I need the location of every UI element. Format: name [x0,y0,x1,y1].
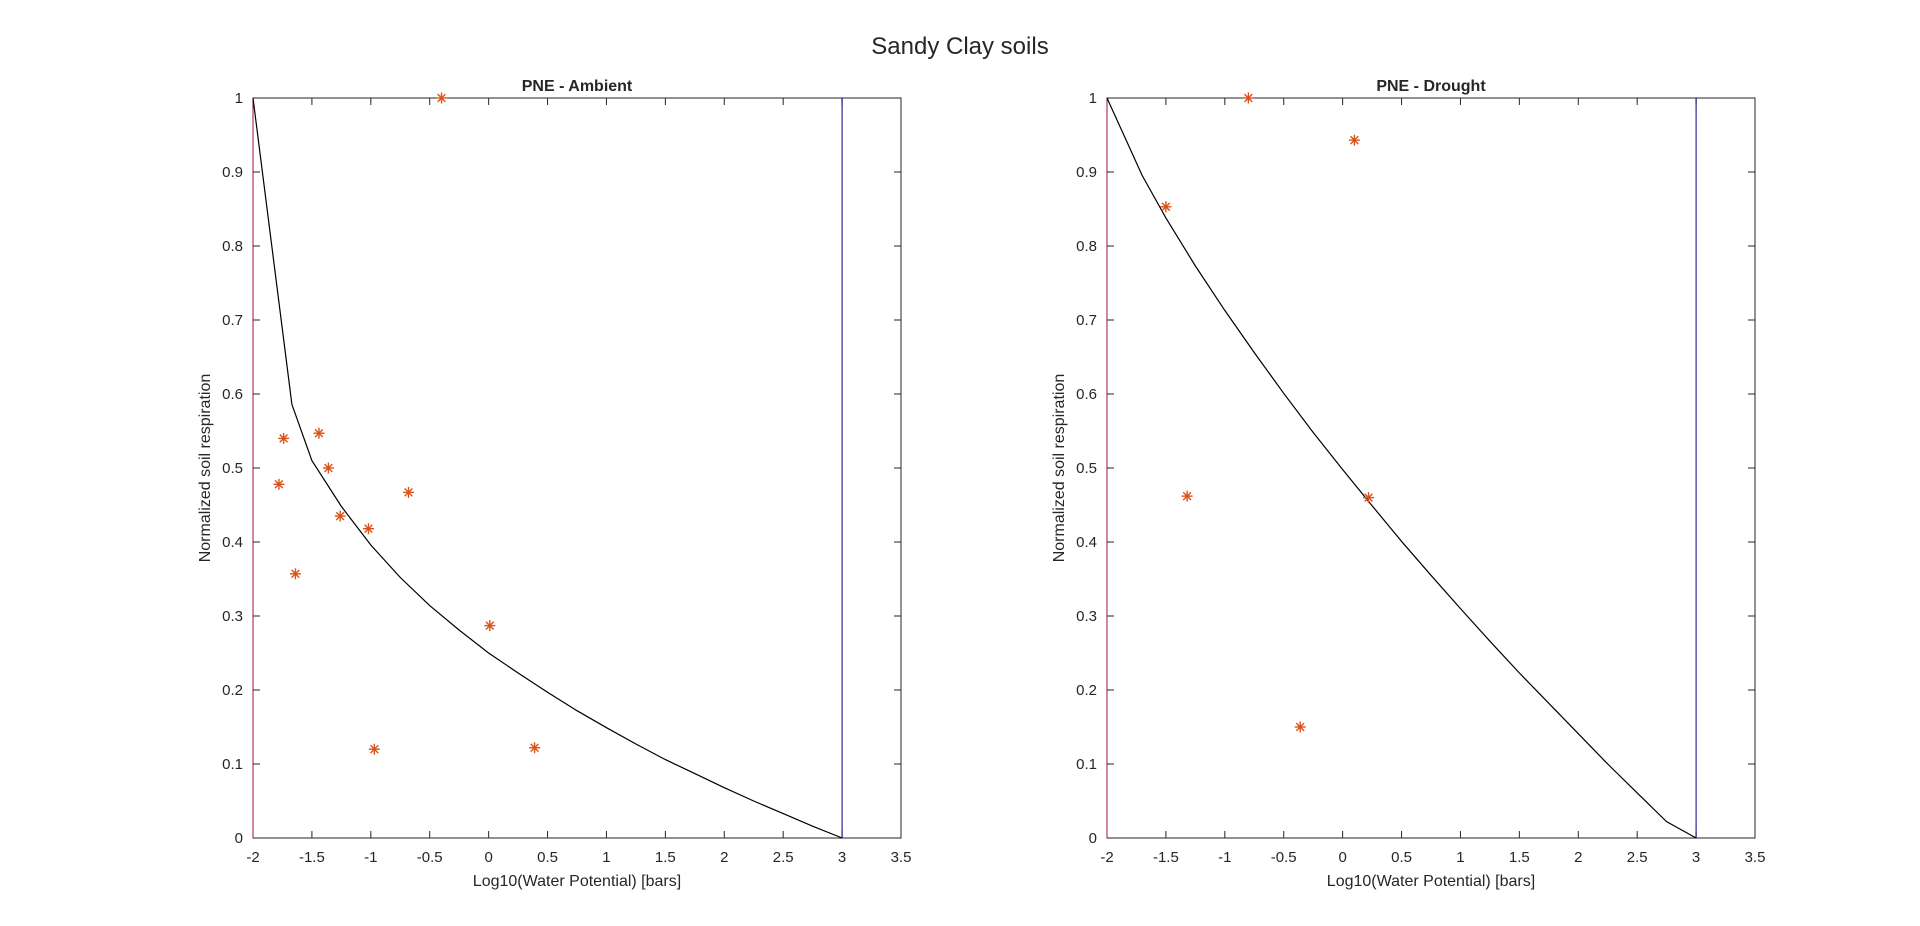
plot-area [1106,97,1756,839]
x-tick-label: -1 [1218,849,1231,866]
model-curve [252,97,843,839]
data-point [289,568,301,580]
data-point [1160,201,1172,213]
y-tick-label: 0.8 [1076,238,1097,255]
x-tick-label: -1.5 [299,849,325,866]
y-tick-label: 0.7 [222,312,243,329]
x-tick-label: 2.5 [773,849,794,866]
x-tick-label: -2 [246,849,259,866]
y-tick-label: 0.9 [1076,164,1097,181]
data-point [322,462,334,474]
data-point [1242,92,1254,104]
data-point [436,92,448,104]
x-tick-label: -2 [1100,849,1113,866]
y-tick-label: 0 [235,830,243,847]
data-point [529,742,541,754]
plot-pne-ambient: -2 -1.5 -1 -0.5 0 0.5 1 1.5 2 2.5 3 3.5 0 0.1 0.2 0.3 0.… [197,78,911,890]
x-tick-label: 1.5 [1509,849,1530,866]
x-tick-label: 0.5 [1391,849,1412,866]
x-axis-label: Log10(Water Potential) [bars] [473,873,681,890]
x-tick-label: 1 [1456,849,1464,866]
y-tick-label: 0.9 [222,164,243,181]
data-point [1363,492,1375,504]
x-tick-label: -0.5 [1271,849,1297,866]
data-point [368,743,380,755]
data-point [313,427,325,439]
y-tick-label: 0 [1089,830,1097,847]
model-curve [1106,97,1697,839]
y-tick-label: 1 [235,90,243,107]
x-tick-label: 2.5 [1627,849,1648,866]
y-tick-label: 0.3 [1076,608,1097,625]
axes-title: PNE - Ambient [522,78,633,95]
y-tick-label: 0.1 [1076,756,1097,773]
y-tick-label: 0.5 [1076,460,1097,477]
y-tick-label: 0.4 [1076,534,1097,551]
data-point [362,523,374,535]
x-tick-label: 2 [1574,849,1582,866]
y-tick-label: 0.8 [222,238,243,255]
x-axis-label: Log10(Water Potential) [bars] [1327,873,1535,890]
y-axis-label: Normalized soil respiration [1051,374,1068,563]
x-tick-label: -0.5 [417,849,443,866]
x-tick-label: 3.5 [891,849,912,866]
data-point [1181,490,1193,502]
figure-title: Sandy Clay soils [871,33,1048,60]
x-tick-label: 1 [602,849,610,866]
x-tick-label: 0 [1338,849,1346,866]
data-point [403,486,415,498]
data-point [278,432,290,444]
plot-pne-drought: -2 -1.5 -1 -0.5 0 0.5 1 1.5 2 2.5 3 3.5 0 0.1 0.2 0.3 0.… [1051,78,1765,890]
y-tick-label: 0.7 [1076,312,1097,329]
x-tick-label: -1 [364,849,377,866]
y-tick-label: 0.3 [222,608,243,625]
y-tick-label: 0.2 [1076,682,1097,699]
x-tick-label: -1.5 [1153,849,1179,866]
y-tick-label: 0.6 [222,386,243,403]
x-tick-label: 2 [720,849,728,866]
x-tick-label: 1.5 [655,849,676,866]
y-tick-label: 1 [1089,90,1097,107]
x-tick-label: 0.5 [537,849,558,866]
data-point [484,620,496,632]
axes-title: PNE - Drought [1376,78,1486,95]
x-tick-label: 3 [1692,849,1700,866]
y-tick-label: 0.5 [222,460,243,477]
y-tick-label: 0.1 [222,756,243,773]
x-tick-label: 3 [838,849,846,866]
y-axis-label: Normalized soil respiration [197,374,214,563]
data-point [273,478,285,490]
data-point [1294,721,1306,733]
y-tick-label: 0.4 [222,534,243,551]
data-point [334,510,346,522]
y-tick-label: 0.2 [222,682,243,699]
y-tick-label: 0.6 [1076,386,1097,403]
data-point [1348,134,1360,146]
plot-area [252,97,902,839]
x-tick-label: 3.5 [1745,849,1766,866]
x-tick-label: 0 [484,849,492,866]
